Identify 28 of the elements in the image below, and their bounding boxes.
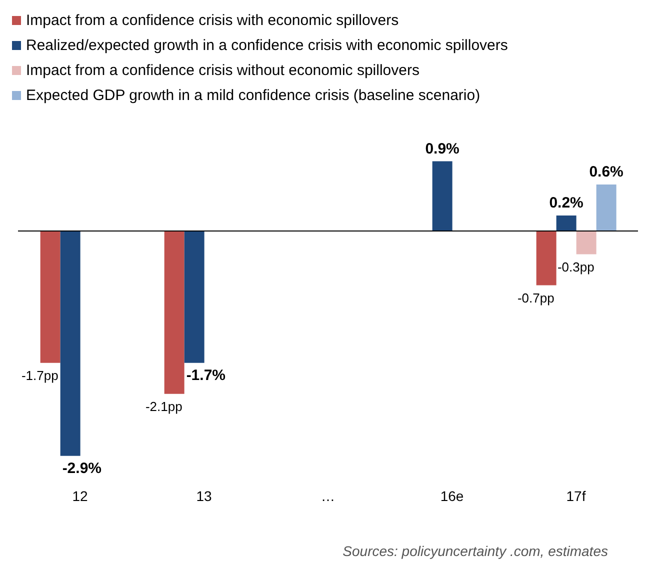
x-tick-label: 13 (196, 488, 212, 504)
bar (164, 231, 184, 394)
bar (40, 231, 60, 363)
x-tick-label: 16e (440, 488, 464, 504)
data-label: 0.6% (589, 164, 624, 181)
bar (596, 184, 616, 232)
bar (184, 231, 204, 363)
legend-label: Expected GDP growth in a mild confidence crisis (baseline scenario) (26, 86, 480, 106)
x-tick-label: … (321, 488, 335, 504)
legend-label: Realized/expected growth in a confidence crisis with economic spillovers (26, 36, 508, 56)
data-label: -1.7pp (21, 368, 58, 383)
data-label: 0.9% (425, 140, 460, 158)
data-label: -2.9% (62, 460, 102, 477)
data-label: -0.7pp (517, 290, 554, 306)
data-label: -2.1pp (145, 398, 182, 414)
bar (556, 216, 576, 232)
bar (576, 231, 596, 254)
data-label: 0.2% (549, 194, 584, 212)
data-label: -0.3pp (557, 259, 594, 274)
bar (60, 231, 80, 456)
x-tick-label: 17f (566, 488, 586, 504)
data-label: -1.7% (186, 366, 226, 384)
x-tick-label: 12 (72, 488, 88, 504)
bar (536, 231, 556, 286)
bar (432, 161, 452, 232)
source-note: Sources: policyuncertainty .com, estimates (342, 543, 608, 559)
legend-label: Impact from a confidence crisis with economic spillovers (26, 11, 399, 31)
legend-label: Impact from a confidence crisis without economic spillovers (26, 61, 420, 81)
